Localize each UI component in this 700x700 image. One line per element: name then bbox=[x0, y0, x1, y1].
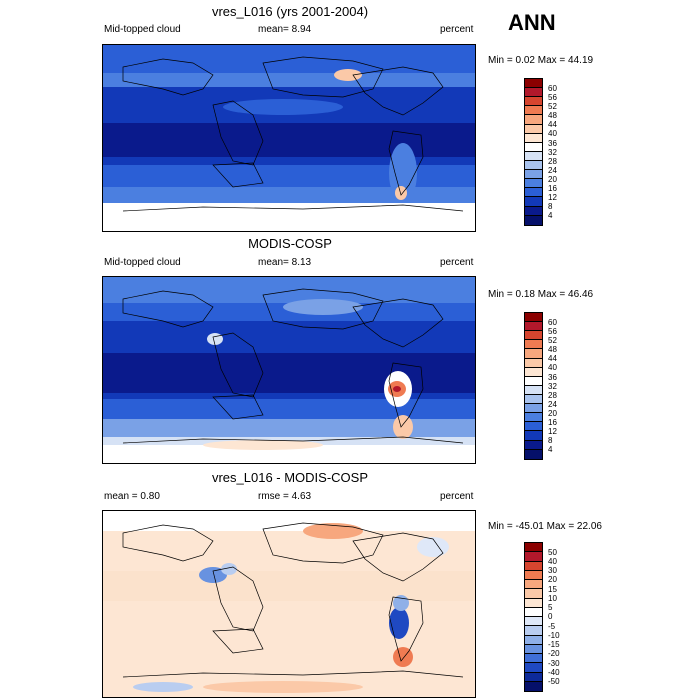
panel1-colorbar-tick: 16 bbox=[548, 184, 557, 193]
panel2-title: MODIS-COSP bbox=[248, 236, 332, 251]
panel3-colorbar-tick: -50 bbox=[548, 677, 560, 686]
panel1-colorbar-tick: 60 bbox=[548, 84, 557, 93]
panel1-variable-label: Mid-topped cloud bbox=[104, 24, 181, 35]
panel3-colorbar-tick: -30 bbox=[548, 659, 560, 668]
panel3-colorbar-tick: 0 bbox=[548, 612, 553, 621]
panel1-range-label: Min = 0.02 Max = 44.19 bbox=[488, 55, 594, 66]
panel2-map bbox=[102, 276, 476, 464]
panel1-colorbar-tick: 56 bbox=[548, 93, 557, 102]
panel1-colorbar-tick: 44 bbox=[548, 120, 557, 129]
panel1-colorbar-tick: 52 bbox=[548, 102, 557, 111]
panel2-colorbar-tick: 36 bbox=[548, 373, 557, 382]
panel2-colorbar-tick: 32 bbox=[548, 382, 557, 391]
panel3-colorbar-tick: -5 bbox=[548, 622, 556, 631]
panel2-variable-label: Mid-topped cloud bbox=[104, 257, 181, 268]
panel2-map-field bbox=[103, 277, 475, 463]
panel3-colorbar-tick: 20 bbox=[548, 575, 557, 584]
panel3-colorbar-tick: 50 bbox=[548, 548, 557, 557]
panel1-colorbar-tick: 4 bbox=[548, 211, 553, 220]
panel2-colorbar-tick: 48 bbox=[548, 345, 557, 354]
panel1-colorbar-tick: 32 bbox=[548, 148, 557, 157]
panel3-colorbar-tick: 15 bbox=[548, 585, 557, 594]
panel3-range-label: Min = -45.01 Max = 22.06 bbox=[488, 521, 602, 532]
panel1-map-field bbox=[103, 45, 475, 231]
panel3-colorbar-tick: -10 bbox=[548, 631, 560, 640]
panel3-title: vres_L016 - MODIS-COSP bbox=[211, 470, 369, 485]
season-label: ANN bbox=[508, 10, 556, 35]
panel1-colorbar-tick: 48 bbox=[548, 111, 557, 120]
panel2-colorbar-tick: 20 bbox=[548, 409, 557, 418]
panel1-colorbar-tick: 8 bbox=[548, 202, 553, 211]
panel1-colorbar-tick: 28 bbox=[548, 157, 557, 166]
panel2-units-label: percent bbox=[440, 257, 474, 268]
panel2-range-label: Min = 0.18 Max = 46.46 bbox=[488, 289, 594, 300]
panel2-colorbar-tick: 60 bbox=[548, 318, 557, 327]
panel2-colorbar-tick: 16 bbox=[548, 418, 557, 427]
panel3-map bbox=[102, 510, 476, 698]
panel1-colorbar-tick: 20 bbox=[548, 175, 557, 184]
panel1-title: vres_L016 (yrs 2001-2004) bbox=[211, 4, 369, 19]
panel3-colorbar-tick: 40 bbox=[548, 557, 557, 566]
panel3-colorbar-tick: 10 bbox=[548, 594, 557, 603]
panel3-colorbar-tick: 5 bbox=[548, 603, 553, 612]
panel2-colorbar-tick: 24 bbox=[548, 400, 557, 409]
panel3-mean-label: mean = 0.80 bbox=[104, 491, 160, 502]
panel1-colorbar-tick: 36 bbox=[548, 139, 557, 148]
panel2-colorbar-tick: 28 bbox=[548, 391, 557, 400]
panel2-colorbar-tick: 8 bbox=[548, 436, 553, 445]
panel3-rmse-label: rmse = 4.63 bbox=[258, 491, 312, 502]
panel2-mean-label: mean= 8.13 bbox=[258, 257, 312, 268]
panel3-colorbar-tick: -40 bbox=[548, 668, 560, 677]
panel1-colorbar-tick: 24 bbox=[548, 166, 557, 175]
panel2-colorbar-tick: 40 bbox=[548, 363, 557, 372]
panel3-colorbar-tick: 30 bbox=[548, 566, 557, 575]
panel3-map-field bbox=[103, 511, 475, 697]
panel2-colorbar-tick: 12 bbox=[548, 427, 557, 436]
panel1-colorbar-tick: 40 bbox=[548, 129, 557, 138]
panel1-colorbar-tick: 12 bbox=[548, 193, 557, 202]
panel2-colorbar-tick: 52 bbox=[548, 336, 557, 345]
panel3-colorbar bbox=[524, 542, 543, 692]
panel3-colorbar-tick: -20 bbox=[548, 649, 560, 658]
panel2-colorbar-tick: 56 bbox=[548, 327, 557, 336]
panel3-colorbar-tick: -15 bbox=[548, 640, 560, 649]
panel1-mean-label: mean= 8.94 bbox=[258, 24, 312, 35]
panel2-colorbar bbox=[524, 312, 543, 460]
panel1-units-label: percent bbox=[440, 24, 474, 35]
panel3-units-label: percent bbox=[440, 491, 474, 502]
panel2-colorbar-tick: 4 bbox=[548, 445, 553, 454]
panel1-colorbar bbox=[524, 78, 543, 226]
panel2-colorbar-tick: 44 bbox=[548, 354, 557, 363]
panel1-map bbox=[102, 44, 476, 232]
